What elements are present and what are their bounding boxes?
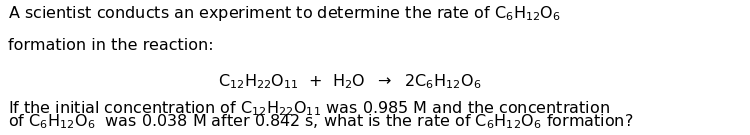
Text: formation in the reaction:: formation in the reaction: [8, 38, 214, 53]
Text: $\mathregular{C_{12}H_{22}O_{11}}$  +  $\mathregular{H_2O}$  $\rightarrow$  $\ma: $\mathregular{C_{12}H_{22}O_{11}}$ + $\m… [218, 73, 482, 92]
Text: A scientist conducts an experiment to determine the rate of $\mathregular{C_6H_{: A scientist conducts an experiment to de… [8, 4, 562, 23]
Text: If the initial concentration of $\mathregular{C_{12}H_{22}O_{11}}$ was 0.985 M a: If the initial concentration of $\mathre… [8, 99, 610, 118]
Text: of $\mathregular{C_6H_{12}O_6}$  was 0.038 M after 0.842 s, what is the rate of : of $\mathregular{C_6H_{12}O_6}$ was 0.03… [8, 112, 634, 131]
